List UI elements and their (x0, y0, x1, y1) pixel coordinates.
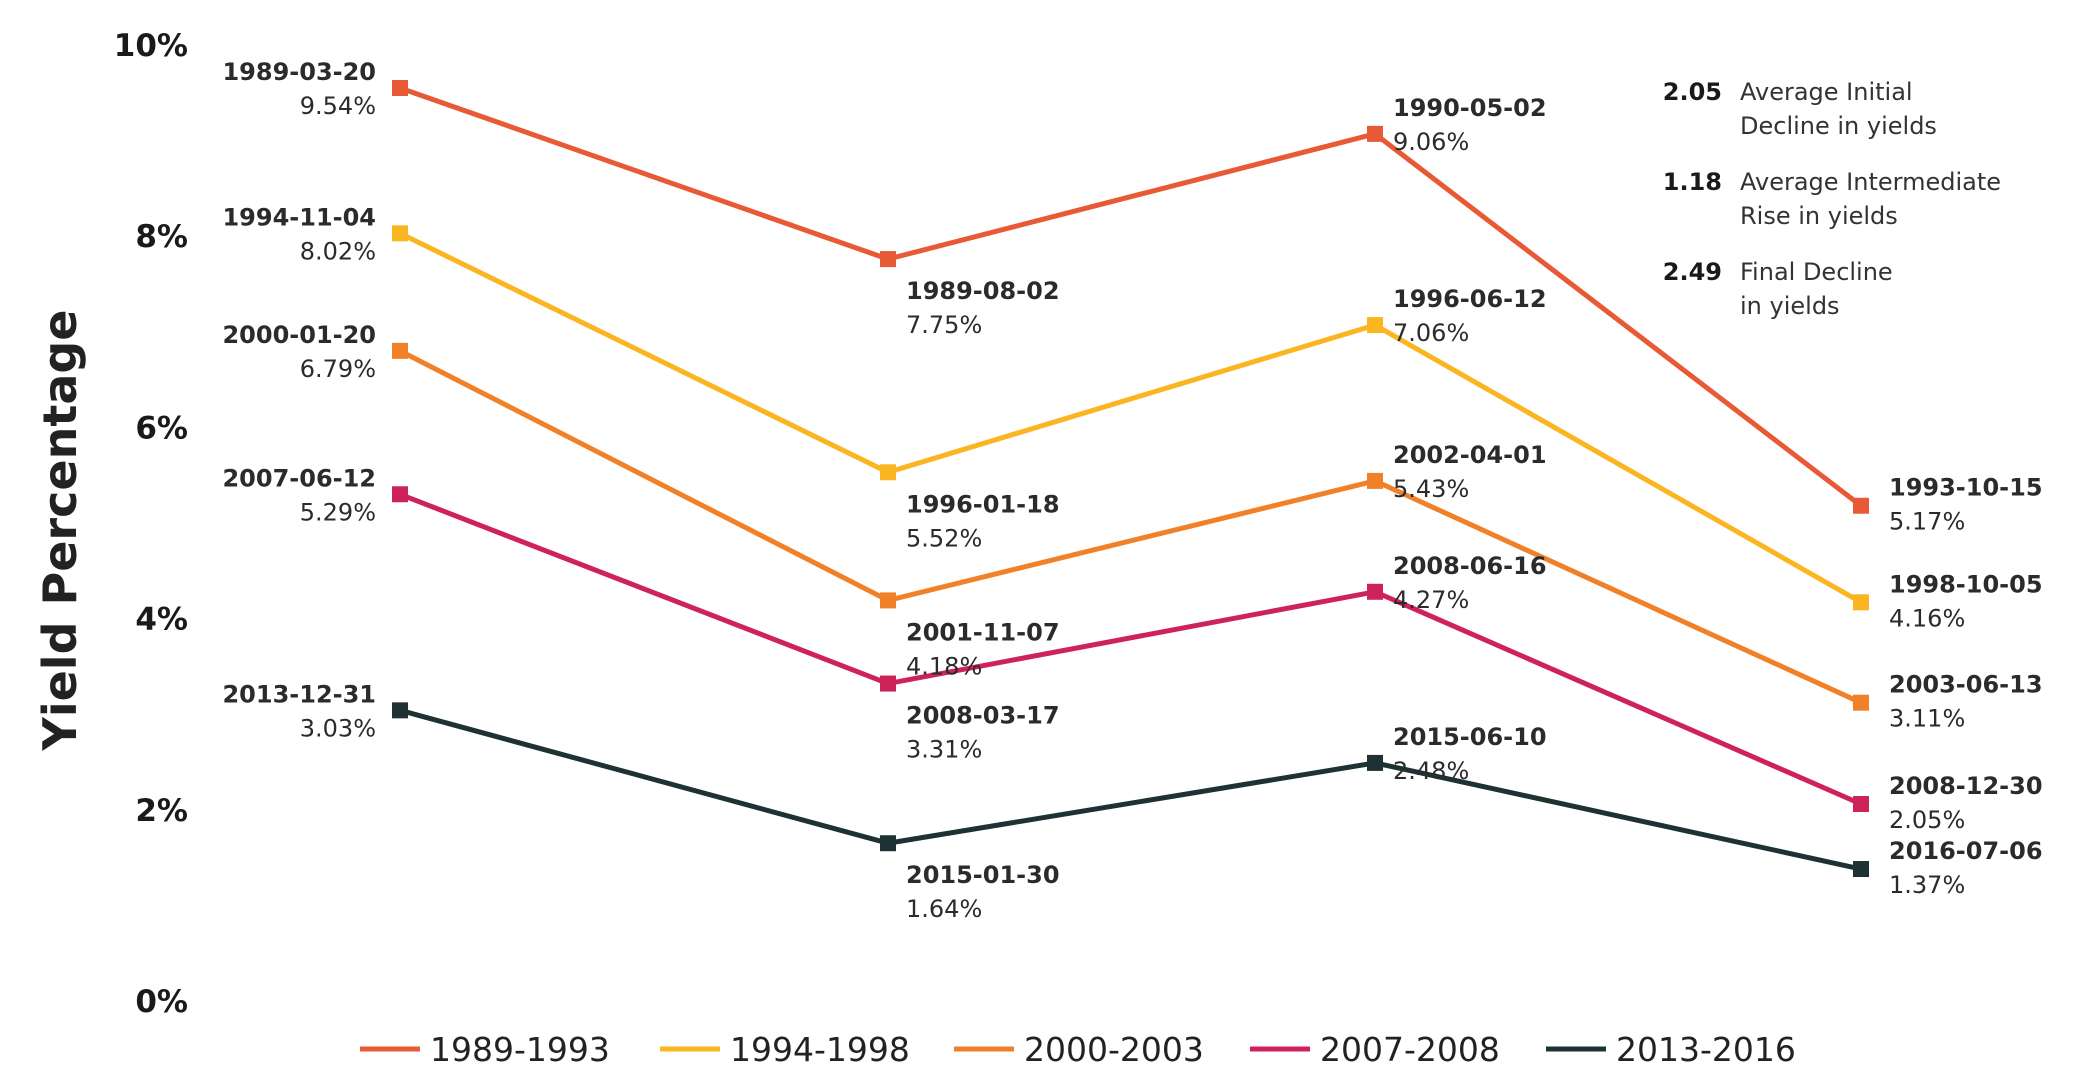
point-value-label: 3.11% (1889, 705, 1965, 733)
point-value-label: 1.64% (906, 895, 982, 923)
point-date-label: 2000-01-20 (222, 321, 376, 349)
series-marker (1853, 497, 1869, 514)
series-marker (392, 486, 408, 503)
annotation-text: Decline in yields (1740, 112, 1937, 140)
series-lines (398, 85, 1863, 872)
point-date-label: 1994-11-04 (222, 203, 376, 231)
series-line-2000-2003 (398, 348, 1863, 705)
series-marker (392, 702, 408, 719)
annotation-value: 1.18 (1663, 168, 1722, 196)
y-tick-label: 10% (114, 28, 188, 64)
point-date-label: 2001-11-07 (906, 618, 1060, 646)
annotation-text: Final Decline (1740, 258, 1893, 286)
point-date-label: 2002-04-01 (1393, 441, 1547, 469)
point-value-label: 3.03% (300, 714, 376, 742)
series-marker (1853, 694, 1869, 711)
legend-label: 2007-2008 (1320, 1030, 1500, 1069)
point-value-label: 7.75% (906, 311, 982, 339)
y-tick-label: 8% (135, 219, 188, 255)
point-value-label: 2.48% (1393, 757, 1469, 785)
point-date-label: 2008-03-17 (906, 702, 1060, 730)
series-marker (392, 79, 408, 96)
series-line-1994-1998 (398, 231, 1863, 605)
annotation-value: 2.49 (1663, 258, 1722, 286)
point-date-label: 2003-06-13 (1889, 671, 2043, 699)
point-date-label: 1989-08-02 (906, 277, 1060, 305)
point-value-label: 6.79% (300, 355, 376, 383)
point-date-label: 1989-03-20 (222, 58, 376, 86)
annotation-text: Average Initial (1740, 78, 1913, 106)
series-marker (880, 592, 896, 609)
series-marker (1367, 583, 1383, 600)
legend-label: 1994-1998 (730, 1030, 910, 1069)
point-value-label: 4.27% (1393, 586, 1469, 614)
point-value-label: 4.18% (906, 652, 982, 680)
y-axis: 0% 2% 4% 6% 8% 10% (114, 28, 188, 1020)
series-marker (1367, 754, 1383, 771)
point-value-label: 5.17% (1889, 508, 1965, 536)
legend-label: 2000-2003 (1024, 1030, 1204, 1069)
annotation-text: in yields (1740, 292, 1840, 320)
point-value-label: 8.02% (300, 237, 376, 265)
point-date-label: 1998-10-05 (1889, 570, 2043, 598)
annotation-text: Average Intermediate (1740, 168, 2001, 196)
series-marker (880, 464, 896, 481)
legend: 1989-1993 1994-1998 2000-2003 2007-2008 2013… (360, 1030, 1796, 1069)
point-date-label: 2008-12-30 (1889, 772, 2043, 800)
annotation-text: Rise in yields (1740, 202, 1898, 230)
series-marker (392, 342, 408, 359)
point-date-label: 1996-06-12 (1393, 285, 1547, 313)
point-date-label: 2016-07-06 (1889, 837, 2043, 865)
point-date-label: 2013-12-31 (222, 680, 376, 708)
y-tick-label: 2% (135, 793, 188, 829)
series-marker (880, 675, 896, 692)
series-line-2013-2016 (399, 707, 1862, 872)
point-date-label: 2007-06-12 (222, 464, 376, 492)
point-value-label: 4.16% (1889, 604, 1965, 632)
series-marker (1367, 472, 1383, 489)
series-marker (1853, 594, 1869, 611)
series-marker (392, 225, 408, 242)
y-tick-label: 4% (135, 602, 188, 638)
point-value-label: 9.54% (300, 92, 376, 120)
point-date-label: 2008-06-16 (1393, 552, 1547, 580)
y-tick-label: 0% (135, 984, 188, 1020)
point-value-label: 3.31% (906, 736, 982, 764)
series-markers (392, 79, 1869, 878)
series-marker (880, 251, 896, 268)
series-line-2007-2008 (399, 491, 1863, 807)
point-labels: 1989-03-20 9.54% 1989-08-02 7.75% 1990-05-02… (222, 58, 2042, 923)
series-line-1989-1993 (399, 85, 1863, 508)
series-marker (1367, 125, 1383, 142)
point-value-label: 5.52% (906, 524, 982, 552)
point-date-label: 1993-10-15 (1889, 474, 2043, 502)
annotations-panel: 2.05 Average Initial Decline in yields 1.18… (1663, 78, 2001, 320)
legend-label: 1989-1993 (430, 1030, 610, 1069)
point-value-label: 2.05% (1889, 806, 1965, 834)
series-marker (1853, 861, 1869, 878)
point-value-label: 9.06% (1393, 128, 1469, 156)
series-marker (1853, 796, 1869, 813)
point-value-label: 5.29% (300, 498, 376, 526)
point-value-label: 7.06% (1393, 319, 1469, 347)
point-date-label: 1990-05-02 (1393, 94, 1547, 122)
point-date-label: 2015-06-10 (1393, 723, 1547, 751)
y-axis-title: Yield Percentage (33, 310, 87, 752)
point-value-label: 5.43% (1393, 475, 1469, 503)
point-date-label: 1996-01-18 (906, 490, 1060, 518)
series-marker (1367, 317, 1383, 334)
point-date-label: 2015-01-30 (906, 861, 1060, 889)
legend-label: 2013-2016 (1616, 1030, 1796, 1069)
y-tick-label: 6% (135, 410, 188, 446)
annotation-value: 2.05 (1663, 78, 1722, 106)
point-value-label: 1.37% (1889, 871, 1965, 899)
series-marker (880, 835, 896, 852)
